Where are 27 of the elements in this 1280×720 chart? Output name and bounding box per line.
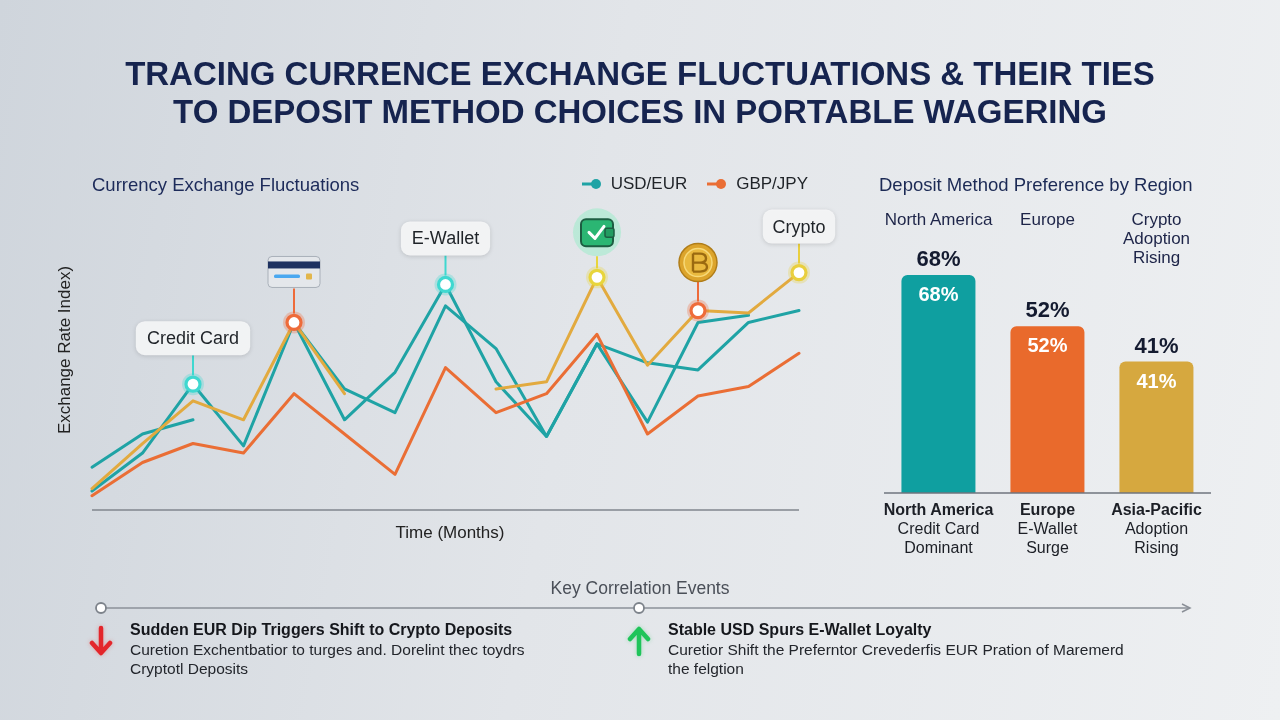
chart-title: Currency Exchange Fluctuations [92,174,360,196]
text: 52% [1025,297,1070,323]
annotation: Crypto [772,216,826,237]
chart-title: Deposit Method Preference by Region [879,174,1193,196]
x-axis-title: Time (Months) [395,523,505,543]
text: Sudden EUR Dip Triggers Shift to Crypto Deposits [130,621,513,639]
text: 41% [1134,332,1179,358]
data-label: 52% [1027,334,1068,357]
text: Key Correlation Events [549,578,731,599]
text: Europe [1020,210,1075,229]
legend-label: GBP/JPY [736,174,808,194]
text: Curetior Shift the Preferntor Crevederfis EUR Pration of Maremerd the felgtion [668,640,1125,678]
text: North America [884,210,993,229]
annotation: Credit Card [146,328,240,349]
x-tick-label: North America Credit Card Dominant [883,501,994,556]
text: Crypto Adoption Rising [1122,210,1191,267]
y-axis-title: Exchange Rate Index) [55,265,75,435]
text: 68% [916,246,961,271]
x-tick-label: Asia-Pacific Adoption Rising [1111,501,1202,556]
data-label: 68% [918,283,959,306]
text: Curetion Exchentbatior to turges and. Dorelint thec toydrs Cryptotl Deposits [130,640,526,678]
legend-label: USD/EUR [610,174,688,194]
x-tick-label: Europe E-Wallet Surge [1017,501,1078,556]
text: TRACING CURRENCE EXCHANGE FLUCTUATIONS & THEIR TIES TO DEPOSIT METHOD CHOICES IN PORTABLE WAGERING [124,55,1156,132]
annotation: E-Wallet [411,228,480,249]
data-label: 41% [1136,369,1177,392]
text: Stable USD Spurs E-Wallet Loyalty [668,621,932,639]
